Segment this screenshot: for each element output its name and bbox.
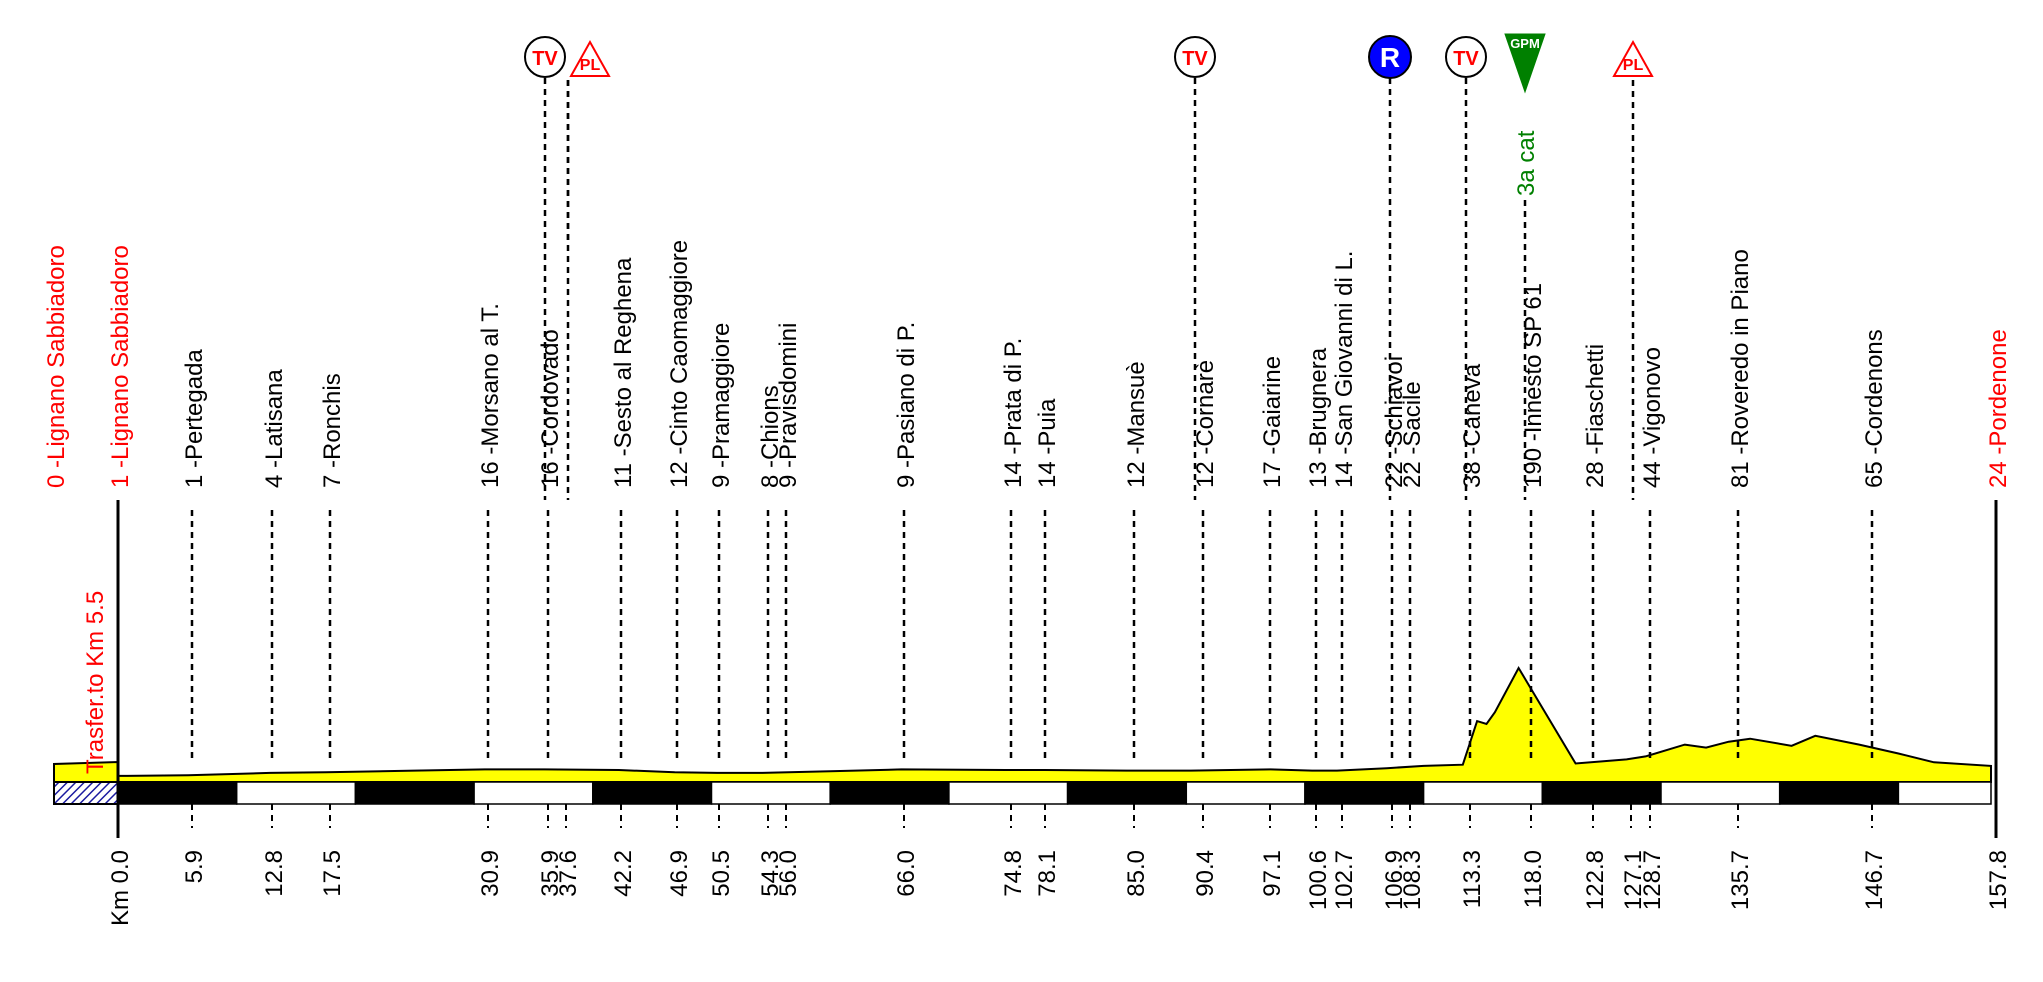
distance-bar-segment: [1304, 781, 1425, 805]
place-label: 4 -Latisana: [261, 369, 288, 488]
elevation-profile-area: [117, 665, 1992, 783]
km-label: 56.0: [775, 850, 802, 897]
km-label: 42.2: [610, 850, 637, 897]
tv-label: TV: [1453, 48, 1479, 70]
distance-bar-segment: [1541, 781, 1662, 805]
feed-zone-label: R: [1380, 42, 1400, 73]
km-label: 118.0: [1520, 850, 1547, 908]
km-label: 146.7: [1861, 850, 1888, 910]
tv-icon: [524, 36, 566, 78]
km-label: 17.5: [319, 850, 346, 897]
place-label: 9 -Pravisdomini: [775, 323, 802, 488]
level-crossing-icon: [1612, 39, 1654, 77]
km-label: 50.5: [708, 850, 735, 897]
place-label: 14 -Prata di P.: [1000, 338, 1027, 488]
gpm-category-label: 3a cat: [1513, 130, 1540, 196]
place-label: 1 -Lignano Sabbiadoro: [107, 245, 134, 488]
km-label: 97.1: [1259, 850, 1286, 897]
distance-bar-segment: [592, 781, 713, 805]
place-label: 13 -Brugnera: [1305, 347, 1332, 488]
place-label: 38 -Caneva: [1459, 363, 1486, 488]
transfer-bar: [53, 781, 119, 805]
place-label: 28 -Fiaschetti: [1582, 344, 1609, 488]
km-label: 127.1: [1620, 850, 1647, 910]
place-label: 8 -Chions: [757, 385, 784, 488]
level-crossing-icon: [569, 39, 611, 77]
distance-bar-segment: [1422, 781, 1544, 805]
place-label: 9 -Pramaggiore: [708, 323, 735, 488]
place-label: 16 -Cordovado: [537, 329, 564, 488]
km-label: Km 0.0: [107, 850, 134, 926]
distance-bar-segment: [948, 781, 1069, 805]
km-label: 54.3: [757, 850, 784, 897]
distance-bar-segment: [117, 781, 238, 805]
tv-label: TV: [532, 48, 558, 70]
place-label: 44 -Vigonovo: [1639, 347, 1666, 488]
distance-bar-segment: [1778, 781, 1900, 805]
distance-bar-segment: [235, 781, 357, 805]
km-label: 157.8: [1985, 850, 2012, 910]
place-label: 9 -Pasiano di P.: [893, 322, 920, 488]
place-label: 22 -Sacile: [1399, 381, 1426, 488]
gpm-icon: [1504, 33, 1546, 94]
place-label: 14 -San Giovanni di L.: [1331, 251, 1358, 488]
km-label: 102.7: [1331, 850, 1358, 910]
km-label: 108.3: [1399, 850, 1426, 910]
tv-icon: [1445, 36, 1487, 78]
place-label: 12 -Mansuè: [1123, 361, 1150, 488]
level-crossing-label: PL: [1623, 57, 1644, 74]
transfer-label: Trasfer.to Km 5.5: [82, 591, 109, 774]
place-label: 81 -Roveredo in Piano: [1727, 249, 1754, 488]
km-label: 74.8: [1000, 850, 1027, 897]
km-label: 30.9: [477, 850, 504, 897]
place-label: 14 -Puia: [1034, 398, 1061, 488]
gpm-label: GPM: [1510, 36, 1540, 51]
km-label: 113.3: [1459, 850, 1486, 908]
distance-bar-segment: [1185, 781, 1306, 805]
feed-zone-icon: [1368, 35, 1412, 79]
km-label: 106.9: [1381, 850, 1408, 910]
km-label: 37.6: [555, 850, 582, 897]
distance-bar-segment: [1897, 781, 1992, 805]
place-label: 17 -Gaiarine: [1259, 356, 1286, 488]
distance-bar-segment: [473, 781, 594, 805]
km-label: 46.9: [666, 850, 693, 897]
distance-bar-segment: [829, 781, 950, 805]
place-label: 22 -Schiavoi: [1381, 356, 1408, 488]
km-label: 90.4: [1192, 850, 1219, 897]
place-label: 65 -Cordenons: [1861, 329, 1888, 488]
place-label: 12 -Cinto Caomaggiore: [666, 240, 693, 488]
km-label: 85.0: [1123, 850, 1150, 897]
km-label: 78.1: [1034, 850, 1061, 897]
km-label: 128.7: [1639, 850, 1666, 910]
km-label: 135.7: [1727, 850, 1754, 910]
tv-label: TV: [1182, 48, 1208, 70]
km-label: 100.6: [1305, 850, 1332, 910]
km-label: 12.8: [261, 850, 288, 897]
place-label: 24 -Pordenone: [1985, 329, 2012, 488]
km-label: 122.8: [1582, 850, 1609, 910]
tv-icon: [1174, 36, 1216, 78]
place-label: 1 -Pertegada: [181, 349, 208, 488]
place-label: 0 -Lignano Sabbiadoro: [43, 245, 70, 488]
distance-bar-segment: [710, 781, 831, 805]
place-label: 12 -Cornarè: [1192, 360, 1219, 488]
place-label: 11 -Sesto al Reghena: [610, 257, 637, 488]
distance-bar-segment: [1066, 781, 1188, 805]
km-label: 66.0: [893, 850, 920, 897]
place-label: 16 -Morsano al T.: [477, 303, 504, 488]
distance-bar-segment: [1660, 781, 1781, 805]
distance-bar-segment: [354, 781, 475, 805]
place-label: 7 -Ronchis: [319, 373, 346, 488]
km-label: 35.9: [537, 850, 564, 897]
km-label: 5.9: [181, 850, 208, 883]
level-crossing-label: PL: [580, 57, 601, 74]
